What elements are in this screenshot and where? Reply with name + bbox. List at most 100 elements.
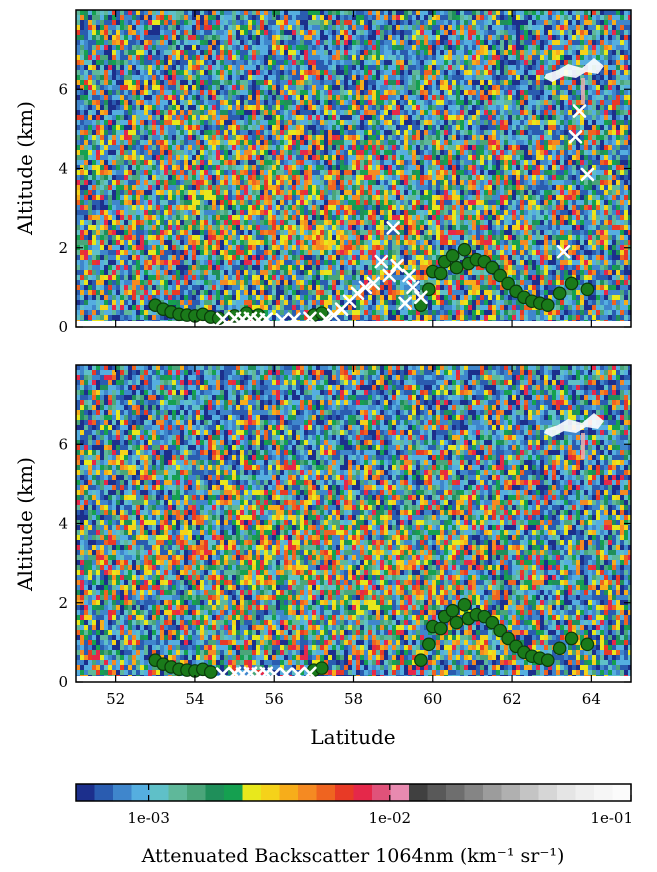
colorbar-ticks: 1e-03 1e-02 1e-01 [127, 784, 633, 827]
top-y-ticks: 0 2 4 6 [58, 80, 631, 336]
x-tick-label: 54 [185, 690, 204, 708]
colorbar-swatch [131, 784, 151, 801]
top-circle-marker [445, 248, 460, 263]
top-circle-marker [485, 260, 500, 275]
colorbar-label: Attenuated Backscatter 1064nm (km⁻¹ sr⁻¹… [141, 845, 565, 867]
x-tick-label: 58 [344, 690, 363, 708]
bottom-y-tick-label: 2 [58, 594, 68, 612]
top-x-marker [386, 221, 400, 235]
bottom-y-tick-label: 4 [58, 515, 68, 533]
top-x-marker [303, 311, 317, 326]
top-x-marker [390, 258, 404, 273]
bottom-circle-marker [540, 653, 555, 668]
bottom-circle-marker [501, 631, 515, 646]
top-y-axis-label: Altitude (km) [13, 101, 37, 236]
top-x-marker [215, 312, 230, 326]
colorbar-swatch [520, 784, 540, 801]
top-x-marker [414, 290, 428, 305]
colorbar-swatch [150, 784, 170, 801]
bottom-circle-marker [493, 623, 507, 638]
colorbar-swatch [501, 784, 521, 801]
colorbar-swatches [76, 784, 632, 801]
top-x-marker [287, 312, 301, 326]
colorbar-tick-label: 1e-03 [127, 809, 170, 827]
colorbar-swatch [464, 784, 484, 801]
bottom-circle-marker [314, 661, 329, 675]
colorbar-swatch [261, 784, 281, 801]
colorbar-swatch [557, 784, 577, 801]
top-circle-marker [580, 282, 595, 297]
colorbar-swatch [205, 784, 225, 801]
top-x-marker [398, 296, 412, 311]
colorbar-swatch [446, 784, 466, 801]
colorbar-swatch [76, 784, 96, 801]
bottom-x-marker [215, 667, 230, 681]
top-circle-marker [493, 268, 507, 283]
bottom-y-axis-label: Altitude (km) [13, 457, 37, 592]
top-circle-marker [501, 276, 515, 291]
colorbar-swatch [409, 784, 429, 801]
colorbar-swatch [390, 784, 410, 801]
top-backscatter-curtain [76, 10, 631, 327]
top-circle-marker [540, 298, 555, 313]
bottom-backscatter-curtain [76, 365, 631, 682]
colorbar-tick-label: 1e-02 [369, 809, 412, 827]
top-circle-marker [457, 242, 472, 257]
colorbar-swatch [372, 784, 392, 801]
top-x-marker [402, 268, 416, 283]
colorbar-swatch [427, 784, 447, 801]
top-circle-marker [433, 266, 448, 281]
bottom-y-ticks: 0 2 4 6 [58, 435, 631, 691]
x-tick-label: 56 [265, 690, 284, 708]
colorbar-swatch [94, 784, 114, 801]
x-tick-label: 64 [582, 690, 601, 708]
bottom-x-marker [291, 667, 305, 681]
top-x-marker [556, 244, 571, 259]
bottom-x-marker [279, 667, 293, 681]
top-x-marker [374, 254, 389, 269]
colorbar-swatch [187, 784, 207, 801]
top-markers [148, 104, 595, 327]
colorbar-swatch [594, 784, 614, 801]
top-y-tick-label: 6 [58, 80, 68, 98]
bottom-markers [148, 597, 595, 681]
top-x-marker [358, 280, 373, 295]
top-y-tick-label: 0 [58, 318, 68, 336]
bottom-y-tick-label: 6 [58, 435, 68, 453]
colorbar-swatch [575, 784, 595, 801]
colorbar-swatch [242, 784, 262, 801]
bottom-circle-marker [564, 631, 579, 646]
top-circle-marker [552, 286, 567, 301]
colorbar-swatch [483, 784, 503, 801]
top-x-marker [318, 312, 333, 326]
top-x-tickmarks [115, 10, 592, 327]
colorbar-swatch [113, 784, 133, 801]
bottom-circle-marker [445, 603, 460, 618]
top-x-marker [275, 313, 289, 327]
bottom-circle-marker [485, 615, 500, 630]
colorbar-swatch [298, 784, 318, 801]
top-x-marker [350, 286, 365, 301]
top-y-tick-label: 2 [58, 239, 68, 257]
colorbar-frame [75, 783, 632, 802]
top-circle-marker [564, 276, 579, 291]
top-panel: 0 2 4 6 Altitude (km) [13, 9, 632, 336]
colorbar-swatch [353, 784, 373, 801]
bottom-panel: 0 2 4 6 52 54 56 58 60 62 64 Altitude (km) Latitu… [13, 364, 632, 749]
top-x-marker [572, 104, 587, 118]
x-tick-label: 60 [423, 690, 442, 708]
top-x-marker [568, 130, 583, 144]
bottom-circle-marker [580, 637, 595, 652]
x-tick-label: 52 [106, 690, 125, 708]
colorbar: 1e-03 1e-02 1e-01 Attenuated Backscatter 1… [75, 783, 633, 867]
colorbar-swatch [168, 784, 188, 801]
bottom-circle-marker [203, 665, 218, 679]
bottom-x-marker [267, 667, 282, 681]
top-x-marker [580, 167, 595, 182]
top-y-tick-label: 4 [58, 160, 68, 178]
colorbar-swatch [335, 784, 355, 801]
bottom-circle-marker [457, 597, 472, 612]
top-x-marker [382, 268, 396, 283]
bottom-x-marker [303, 666, 317, 681]
